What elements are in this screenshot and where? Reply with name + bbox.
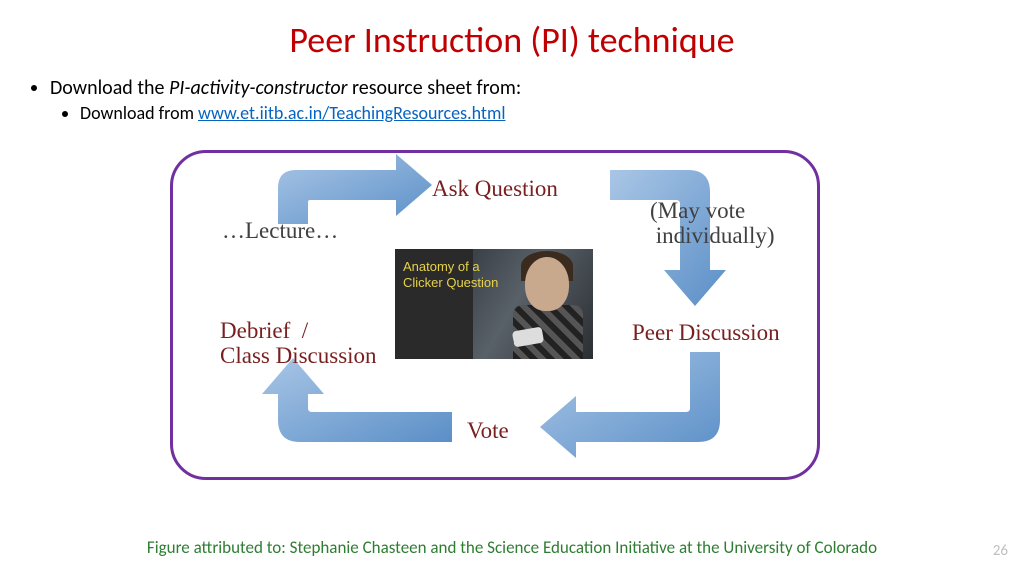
arrow-lecture-to-ask (278, 154, 432, 224)
node-peer-discussion: Peer Discussion (632, 320, 780, 345)
center-image: Anatomy of a Clicker Question (395, 249, 593, 359)
node-vote: Vote (467, 418, 509, 443)
node-ask-question: Ask Question (432, 176, 558, 201)
image-face (525, 257, 569, 311)
node-lecture: …Lecture… (222, 218, 338, 243)
center-image-caption: Anatomy of a Clicker Question (403, 259, 513, 292)
arrow-vote-to-debrief (262, 358, 452, 442)
node-may-vote: (May vote individually) (650, 198, 775, 249)
page-number: 26 (993, 542, 1008, 560)
arrow-peer-to-vote (540, 352, 720, 458)
node-debrief: Debrief / Class Discussion (220, 318, 377, 369)
figure-credit: Figure attributed to: Stephanie Chasteen… (0, 537, 1024, 558)
